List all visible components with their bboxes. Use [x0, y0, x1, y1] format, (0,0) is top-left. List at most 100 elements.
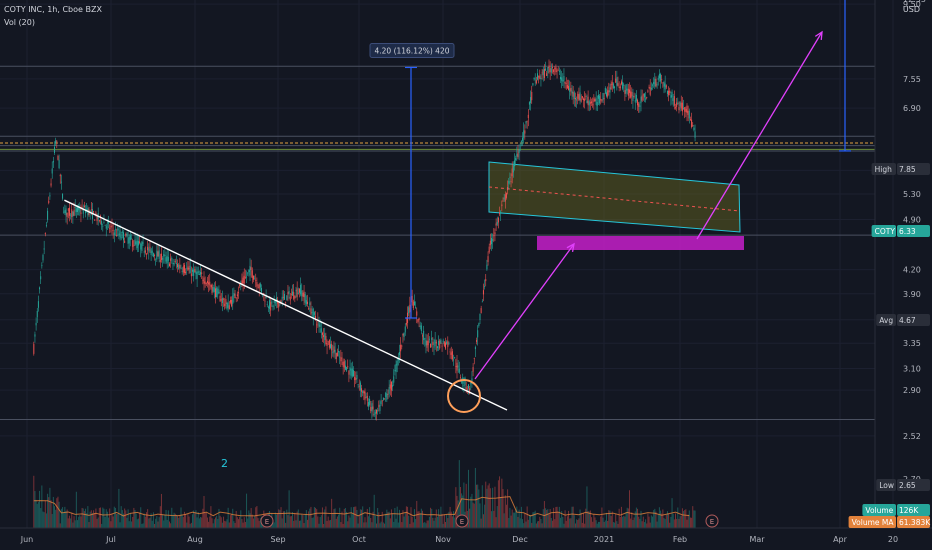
volume-bar	[370, 517, 372, 528]
volume-bar	[150, 513, 152, 528]
volume-bar	[286, 509, 288, 528]
candle-body	[102, 225, 104, 227]
candle-body	[57, 155, 59, 160]
candle-body	[112, 230, 114, 231]
candle-body	[505, 193, 507, 198]
candle-body	[120, 236, 122, 239]
candle-body	[39, 287, 41, 290]
volume-bar	[338, 514, 340, 528]
candle-body	[285, 301, 287, 303]
candle-body	[685, 108, 687, 113]
candle-body	[377, 410, 379, 412]
candle-body	[319, 324, 321, 328]
volume-legend[interactable]: Vol (20)	[4, 18, 35, 27]
candle-body	[424, 338, 426, 340]
candle-body	[601, 100, 603, 102]
candle-body	[286, 295, 288, 301]
volume-bar	[413, 509, 415, 528]
volume-bar	[164, 514, 166, 528]
candle-body	[608, 90, 610, 93]
candle-body	[364, 391, 366, 400]
volume-bar	[218, 508, 220, 528]
volume-bar	[380, 521, 382, 528]
candle-body	[136, 240, 138, 249]
candle-body	[366, 395, 368, 401]
candle-body	[211, 284, 213, 293]
volume-bar	[328, 520, 330, 528]
candle-body	[596, 102, 598, 106]
volume-bar	[661, 513, 663, 528]
volume-bar	[374, 515, 376, 528]
volume-bar	[344, 508, 346, 528]
time-axis[interactable]: Jun Jul Aug Sep Oct Nov Dec 2021 Feb Mar Apr 20	[0, 527, 932, 544]
price-axis[interactable]: 11.5510.509.507.556.905.705.304.904.203.…	[874, 0, 926, 528]
candle-body	[612, 83, 614, 89]
volume-bar	[244, 521, 246, 528]
candle-body	[196, 272, 198, 279]
volume-bar	[555, 506, 557, 528]
candle-body	[119, 230, 121, 237]
candle-body	[512, 165, 514, 173]
volume-bar	[353, 507, 354, 528]
candle-body	[385, 393, 387, 397]
volume-bar	[458, 460, 460, 528]
volume-bar	[112, 516, 114, 528]
volume-bar	[348, 515, 350, 528]
volume-bar	[399, 509, 400, 528]
volume-bar	[492, 487, 494, 528]
candle-body	[49, 195, 51, 197]
volume-bar	[87, 506, 89, 528]
candle-body	[178, 264, 180, 269]
volume-bar	[447, 518, 449, 528]
candle-body	[463, 384, 465, 386]
candle-body	[693, 127, 695, 130]
volume-bar	[668, 513, 670, 528]
volume-bar	[647, 513, 649, 528]
descending-channel[interactable]	[488, 161, 741, 233]
volume-bar	[155, 518, 157, 528]
symbol-legend[interactable]: COTY INC, 1h, Cboe BZX	[4, 5, 102, 14]
candle-body	[679, 101, 681, 107]
candle-body	[404, 326, 406, 333]
volume-bar	[401, 522, 403, 528]
candle-body	[303, 291, 305, 298]
volume-bar	[333, 509, 335, 528]
volume-bar	[303, 523, 305, 528]
volume-bar	[693, 510, 695, 528]
volume-bar	[140, 507, 142, 528]
volume-bar	[393, 521, 395, 528]
candle-body	[603, 98, 605, 99]
candle-body	[550, 68, 552, 73]
candle-body	[593, 98, 595, 102]
candle-body	[281, 296, 283, 300]
volume-bar	[359, 509, 361, 528]
drawings[interactable]: 4.20 (116.12%) 4206.45 (106.57%) 6452EEE	[64, 0, 888, 528]
volume-bar	[317, 516, 319, 528]
candle-body	[320, 328, 322, 333]
volume-bar	[377, 508, 379, 528]
volume-bar	[139, 512, 141, 528]
price-label-value-bg	[897, 479, 930, 491]
candle-body	[434, 339, 436, 347]
candle-body	[173, 263, 175, 265]
candle-body	[232, 295, 234, 305]
volume-bar	[125, 510, 127, 528]
volume-bar	[121, 510, 123, 528]
candle-body	[673, 96, 675, 106]
candle-body	[144, 250, 146, 253]
volume-bar	[371, 522, 373, 528]
volume-bar	[497, 480, 499, 528]
volume-bar	[541, 523, 543, 528]
price-label-name: High	[875, 165, 892, 174]
candle-body	[48, 200, 50, 203]
candle-body	[247, 272, 249, 274]
volume-bar	[572, 506, 574, 528]
volume-bar	[175, 514, 177, 528]
candle-body	[432, 341, 434, 346]
volume-bar	[143, 513, 145, 528]
volume-bar	[528, 515, 530, 528]
volume-bar	[119, 522, 121, 528]
volume-bar	[525, 521, 527, 528]
volume-bar	[469, 508, 471, 528]
